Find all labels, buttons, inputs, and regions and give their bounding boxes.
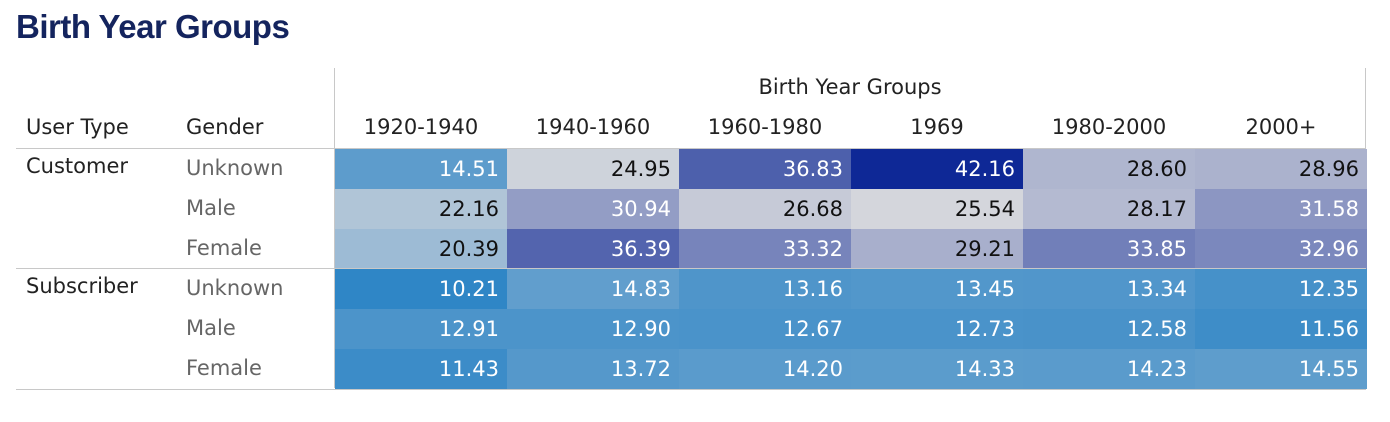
heatmap-cell: 26.68 [679, 189, 851, 229]
heatmap-cell: 20.39 [335, 229, 507, 269]
heatmap-cell: 29.21 [851, 229, 1023, 269]
column-group-header: Birth Year Groups [758, 75, 942, 99]
heatmap-cell: 14.83 [507, 269, 679, 309]
heatmap-cell: 11.56 [1195, 309, 1367, 349]
heatmap-cell: 30.94 [507, 189, 679, 229]
heatmap-cell: 28.17 [1023, 189, 1195, 229]
group-divider [16, 268, 1366, 269]
column-header: 1940-1960 [535, 115, 651, 139]
heatmap-cell: 33.32 [679, 229, 851, 269]
heatmap-cell: 12.35 [1195, 269, 1367, 309]
heatmap-cell: 14.55 [1195, 349, 1367, 389]
heatmap-cell: 28.96 [1195, 149, 1367, 189]
page-title: Birth Year Groups [16, 8, 290, 45]
column-header: 1960-1980 [707, 115, 823, 139]
heatmap-cell: 12.90 [507, 309, 679, 349]
heatmap-cell: 12.58 [1023, 309, 1195, 349]
heatmap-cell: 10.21 [335, 269, 507, 309]
heatmap-table: Birth Year Groups User Type Gender 1920-… [16, 68, 1367, 390]
column-header: 1920-1940 [363, 115, 479, 139]
heatmap-cell: 36.39 [507, 229, 679, 269]
header-right-border [1365, 68, 1366, 149]
column-header: 1980-2000 [1051, 115, 1167, 139]
gender-label: Unknown [186, 156, 284, 180]
heatmap-cell: 13.72 [507, 349, 679, 389]
gender-label: Male [186, 316, 236, 340]
column-header: 1969 [910, 115, 964, 139]
row-group-label: Customer [26, 154, 129, 178]
heatmap-cell: 36.83 [679, 149, 851, 189]
group-divider [16, 148, 1366, 149]
heatmap-cell: 42.16 [851, 149, 1023, 189]
heatmap-cell: 14.20 [679, 349, 851, 389]
heatmap-cell: 28.60 [1023, 149, 1195, 189]
heatmap-cell: 12.73 [851, 309, 1023, 349]
heatmap-cell: 33.85 [1023, 229, 1195, 269]
heatmap-cell: 24.95 [507, 149, 679, 189]
heatmap-cell: 12.91 [335, 309, 507, 349]
row-header-gender: Gender [186, 115, 264, 139]
heatmap-cell: 13.45 [851, 269, 1023, 309]
heatmap-cell: 22.16 [335, 189, 507, 229]
gender-label: Unknown [186, 276, 284, 300]
heatmap-cell: 11.43 [335, 349, 507, 389]
heatmap-cell: 14.51 [335, 149, 507, 189]
heatmap-cell: 14.33 [851, 349, 1023, 389]
column-header: 2000+ [1245, 115, 1317, 139]
heatmap-cell: 14.23 [1023, 349, 1195, 389]
heatmap-cell: 25.54 [851, 189, 1023, 229]
heatmap-cell: 13.16 [679, 269, 851, 309]
row-header-user-type: User Type [26, 115, 129, 139]
gender-label: Female [186, 236, 262, 260]
heatmap-cell: 32.96 [1195, 229, 1367, 269]
heatmap-cell: 31.58 [1195, 189, 1367, 229]
gender-label: Female [186, 356, 262, 380]
table-bottom-border [16, 389, 1366, 390]
row-group-label: Subscriber [26, 274, 138, 298]
heatmap-cell: 12.67 [679, 309, 851, 349]
heatmap-cell: 13.34 [1023, 269, 1195, 309]
gender-label: Male [186, 196, 236, 220]
column-divider [334, 68, 335, 388]
